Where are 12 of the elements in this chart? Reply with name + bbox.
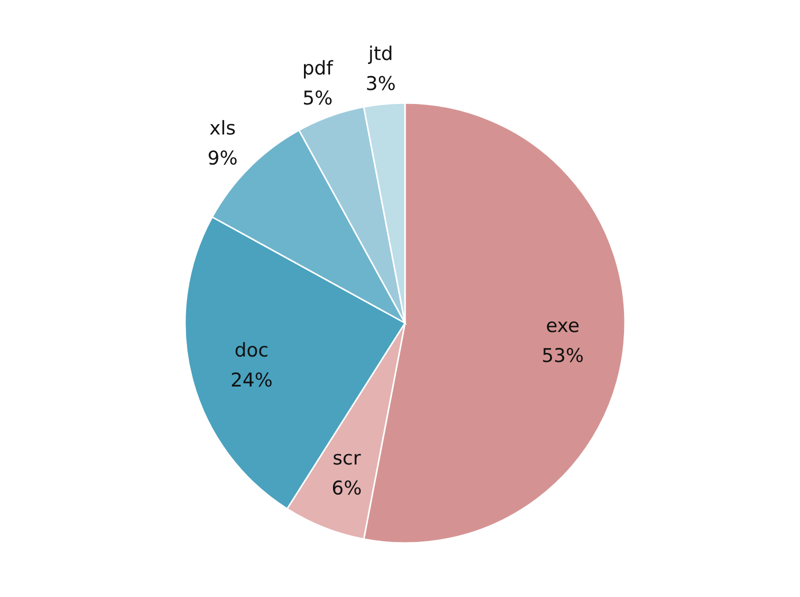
data-label: 5% [302,87,333,110]
data-label: 9% [207,148,238,170]
slice-label: xls [209,118,236,140]
data-label: 24% [230,369,273,392]
data-label: 3% [366,73,396,96]
slice-label: pdf [302,57,334,80]
data-label: 6% [332,477,362,500]
slice-label: jtd [367,43,394,66]
slice-label: exe [546,314,580,337]
data-label: 53% [542,344,584,367]
slice-label: scr [332,447,361,470]
slice-label: doc [234,339,269,362]
